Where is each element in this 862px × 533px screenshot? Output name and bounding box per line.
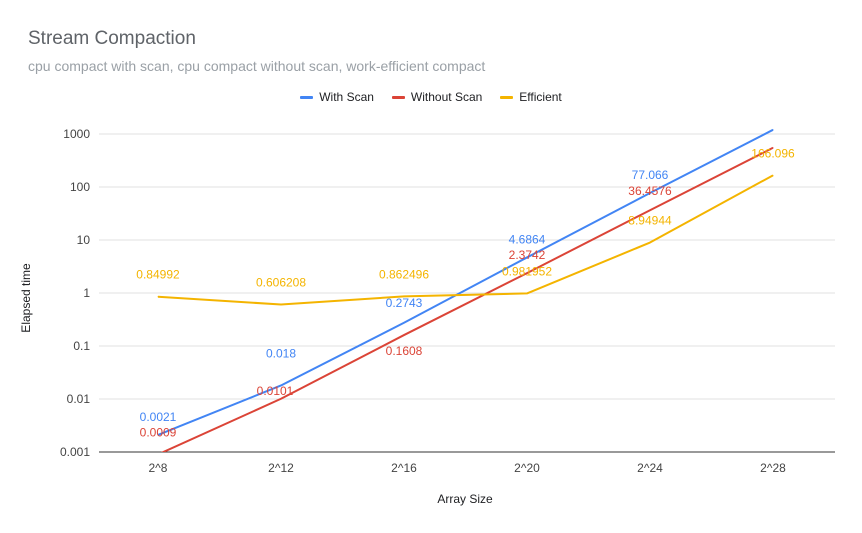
data-point	[772, 174, 774, 176]
data-point	[280, 398, 282, 400]
y-tick-label: 0.001	[60, 445, 90, 459]
data-label: 166.096	[751, 146, 795, 160]
data-label: 0.018	[266, 346, 296, 360]
data-point	[526, 272, 528, 274]
data-label: 0.1608	[386, 344, 423, 358]
data-point	[157, 296, 159, 298]
legend-item-without-scan[interactable]: Without Scan	[391, 90, 483, 104]
x-axis-title: Array Size	[437, 492, 493, 506]
series-line-1	[160, 146, 774, 452]
legend: With Scan Without Scan Efficient	[0, 90, 862, 104]
y-tick-label: 1	[83, 286, 90, 300]
data-point	[280, 384, 282, 386]
legend-swatch-without-scan	[391, 95, 405, 99]
data-label: 2.3742	[509, 248, 546, 262]
data-label: 8.94944	[628, 214, 672, 228]
data-point	[157, 434, 159, 436]
data-point	[158, 454, 159, 455]
y-tick-label: 0.1	[73, 339, 90, 353]
y-tick-label: 10	[77, 233, 91, 247]
data-label: 0.0101	[257, 384, 294, 398]
legend-swatch-with-scan	[300, 95, 314, 99]
legend-label-with-scan: With Scan	[319, 90, 374, 104]
x-tick-label: 2^28	[760, 461, 786, 475]
data-point	[526, 292, 528, 294]
data-point	[403, 295, 405, 297]
data-label: 0.0009	[140, 425, 177, 439]
x-tick-label: 2^8	[149, 461, 168, 475]
data-point	[772, 147, 774, 149]
chart-title: Stream Compaction	[28, 28, 196, 49]
data-label: 0.0021	[140, 410, 177, 424]
x-tick-label: 2^16	[391, 461, 417, 475]
y-tick-label: 0.01	[67, 392, 91, 406]
data-point	[280, 304, 282, 306]
data-point	[772, 129, 774, 131]
data-point	[403, 322, 405, 324]
data-point	[649, 242, 651, 244]
data-point	[403, 334, 405, 336]
series-line-2	[157, 174, 774, 306]
data-label: 0.84992	[136, 268, 180, 282]
legend-item-efficient[interactable]: Efficient	[500, 90, 562, 104]
data-point	[649, 192, 651, 194]
data-label: 0.981952	[502, 264, 552, 278]
data-label: 4.6864	[509, 232, 546, 246]
data-label: 0.606208	[256, 276, 306, 290]
legend-item-with-scan[interactable]: With Scan	[300, 90, 374, 104]
data-label: 77.066	[632, 168, 669, 182]
data-label: 0.2743	[386, 296, 423, 310]
legend-label-efficient: Efficient	[519, 90, 562, 104]
series-line-0	[157, 128, 774, 436]
x-tick-label: 2^12	[268, 461, 294, 475]
legend-label-without-scan: Without Scan	[410, 90, 483, 104]
chart-subtitle: cpu compact with scan, cpu compact witho…	[28, 58, 486, 74]
data-point	[526, 256, 528, 258]
series-group	[157, 128, 774, 455]
x-tick-label: 2^24	[637, 461, 663, 475]
legend-swatch-efficient	[500, 95, 514, 99]
data-label: 0.862496	[379, 267, 429, 281]
data-point	[649, 209, 651, 211]
x-tick-label: 2^20	[514, 461, 540, 475]
y-tick-label: 100	[70, 180, 90, 194]
y-tick-label: 1000	[63, 127, 90, 141]
data-label: 36.4576	[628, 184, 672, 198]
